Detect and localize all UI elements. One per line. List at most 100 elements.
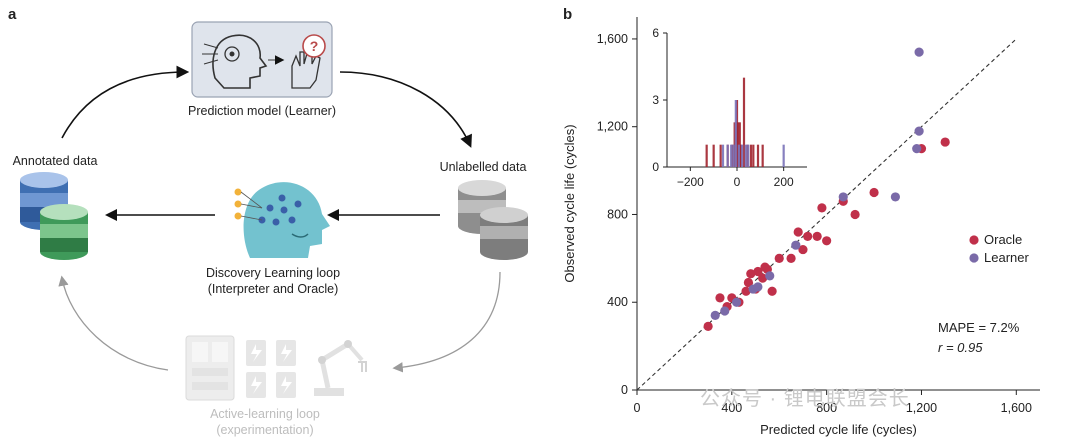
discovery-loop-label: Discovery Learning loop bbox=[205, 266, 341, 280]
identity-line bbox=[636, 38, 1017, 391]
point-oracle bbox=[817, 203, 827, 213]
inset-bar-learner bbox=[730, 144, 733, 167]
point-oracle bbox=[803, 231, 813, 242]
y-tick-label: 1,600 bbox=[597, 32, 628, 46]
arrow-annotated-to-model bbox=[61, 65, 190, 139]
annotated-data-icon bbox=[20, 172, 88, 260]
point-oracle bbox=[703, 321, 713, 331]
inset-y-tick-label: 3 bbox=[652, 93, 659, 107]
prediction-model-icon: ? bbox=[191, 21, 333, 98]
point-oracle bbox=[741, 286, 751, 296]
y-tick-label: 1,200 bbox=[597, 120, 628, 134]
point-learner bbox=[753, 282, 763, 292]
y-tick-label: 800 bbox=[607, 207, 628, 221]
inset-bar-oracle bbox=[749, 144, 753, 167]
x-tick-label: 1,600 bbox=[1001, 401, 1032, 415]
point-oracle bbox=[869, 187, 879, 198]
inset-bar-oracle bbox=[756, 144, 760, 167]
inset-bar-oracle bbox=[733, 122, 736, 167]
arrow-active-to-annotated bbox=[58, 275, 169, 371]
legend-label-learner: Learner bbox=[984, 250, 1029, 265]
legend-marker-oracle bbox=[969, 235, 979, 245]
active-loop-sublabel: (experimentation) bbox=[216, 423, 314, 437]
active-loop-label: Active-learning loop bbox=[210, 407, 320, 421]
inset-bar-oracle bbox=[731, 144, 734, 167]
scatter-chart: 0 400 800 1,200 1,600 0 400 800 1,200 1,600 Predic… bbox=[562, 17, 1040, 437]
point-oracle bbox=[753, 266, 763, 277]
r-annotation: r = 0.95 bbox=[938, 340, 983, 355]
y-axis-label: Observed cycle life (cycles) bbox=[562, 124, 577, 282]
unlabelled-data-label: Unlabelled data bbox=[439, 160, 527, 174]
inset-bar-oracle bbox=[761, 144, 764, 167]
inset-bar-learner bbox=[782, 144, 785, 167]
inset-bar-oracle bbox=[742, 77, 746, 167]
point-oracle bbox=[715, 293, 725, 303]
point-learner bbox=[765, 271, 775, 281]
inset-x-tick-label: 0 bbox=[734, 175, 741, 189]
inset-x-tick-label: −200 bbox=[677, 175, 704, 189]
x-tick-label: 400 bbox=[721, 401, 742, 415]
point-oracle bbox=[822, 236, 832, 246]
legend-marker-learner bbox=[969, 253, 979, 263]
point-oracle bbox=[793, 227, 803, 237]
x-tick-label: 800 bbox=[816, 401, 837, 415]
point-learner bbox=[914, 47, 924, 57]
point-oracle bbox=[774, 253, 784, 263]
point-learner bbox=[914, 126, 924, 136]
mape-annotation: MAPE = 7.2% bbox=[938, 320, 1020, 335]
point-learner bbox=[890, 192, 900, 202]
point-learner bbox=[838, 192, 848, 202]
point-learner bbox=[791, 240, 801, 250]
arrow-unlabelled-to-active bbox=[392, 271, 501, 373]
inset-bar-oracle bbox=[712, 144, 715, 167]
point-learner bbox=[720, 306, 730, 316]
panel-a-diagram: ? bbox=[20, 21, 528, 401]
inset-bar-oracle bbox=[752, 144, 755, 167]
point-oracle bbox=[743, 277, 754, 288]
x-tick-label: 1,200 bbox=[906, 401, 937, 415]
legend-label-oracle: Oracle bbox=[984, 232, 1022, 247]
inset-bar-learner bbox=[734, 100, 737, 167]
arrow-model-to-unlabelled bbox=[339, 71, 472, 148]
point-learner bbox=[731, 297, 742, 307]
inset-bar-oracle bbox=[719, 144, 722, 167]
discovery-loop-sublabel: (Interpreter and Oracle) bbox=[207, 282, 339, 296]
inset-bar-learner bbox=[737, 144, 740, 167]
point-learner bbox=[710, 310, 720, 320]
robot-arm-icon bbox=[314, 340, 367, 396]
svg-text:?: ? bbox=[310, 38, 319, 54]
panel-b-letter: b bbox=[563, 6, 573, 23]
inset-bar-learner bbox=[732, 144, 735, 167]
inset-bar-learner bbox=[741, 144, 744, 167]
inset-y-tick-label: 0 bbox=[652, 160, 659, 174]
point-oracle bbox=[812, 231, 822, 242]
watermark-text: 公众号 · 锂电联盟会长 bbox=[700, 388, 910, 410]
point-learner bbox=[912, 144, 922, 154]
x-axis-label: Predicted cycle life (cycles) bbox=[760, 422, 917, 437]
point-oracle bbox=[786, 253, 796, 263]
panel-a-letter: a bbox=[8, 6, 17, 23]
y-tick-label: 0 bbox=[621, 383, 628, 397]
inset-bar-learner bbox=[721, 144, 725, 167]
point-oracle bbox=[940, 137, 950, 147]
inset-y-tick-label: 6 bbox=[652, 26, 659, 40]
inset-x-tick-label: 200 bbox=[774, 175, 794, 189]
point-oracle bbox=[850, 209, 860, 220]
inset-bar-learner bbox=[726, 144, 729, 167]
y-tick-label: 400 bbox=[607, 295, 628, 309]
point-oracle bbox=[798, 244, 808, 255]
point-oracle bbox=[746, 269, 756, 279]
inset-bar-oracle bbox=[705, 144, 708, 167]
point-oracle bbox=[767, 286, 777, 296]
inset-bar-learner bbox=[744, 144, 747, 167]
battery-icons bbox=[246, 340, 296, 398]
prediction-model-label: Prediction model (Learner) bbox=[188, 104, 336, 118]
inset-bar-oracle bbox=[735, 100, 739, 167]
unlabelled-data-icon bbox=[458, 180, 528, 260]
x-tick-label: 0 bbox=[634, 401, 641, 415]
discovery-head-icon bbox=[234, 182, 330, 258]
lab-equipment-icon bbox=[185, 335, 235, 401]
annotated-data-label: Annotated data bbox=[12, 154, 98, 168]
inset-bar-learner bbox=[747, 144, 750, 167]
point-oracle bbox=[758, 273, 768, 283]
